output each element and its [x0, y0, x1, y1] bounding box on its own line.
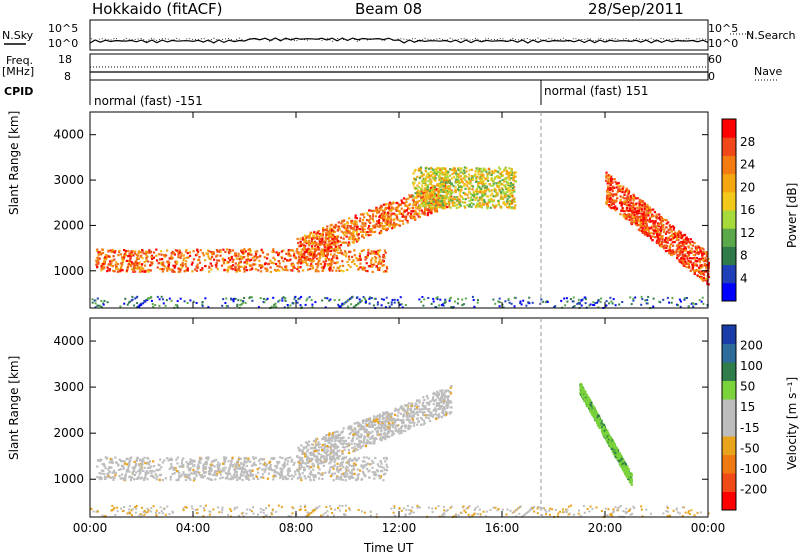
colorbar-cell-0-4: [722, 210, 736, 229]
colorbar-cell-1-4: [722, 418, 736, 437]
colorbar-cell-1-0: [722, 492, 736, 511]
cb-tick-0-0: 4: [740, 271, 748, 285]
cb-tick-0-4: 20: [740, 180, 755, 194]
colorbar-cell-1-8: [722, 344, 736, 363]
cb-tick-0-6: 28: [740, 135, 755, 149]
colorbar-cell-0-5: [722, 192, 736, 211]
colorbar-cell-0-1: [722, 265, 736, 284]
ytick-label-1-0: 1000: [53, 472, 84, 486]
colorbar-cell-0-2: [722, 246, 736, 265]
cb-tick-1-7: -200: [740, 482, 767, 496]
ytick-label-0-1: 2000: [53, 218, 84, 232]
cb-tick-0-2: 12: [740, 226, 755, 240]
colorbar-cell-1-2: [722, 455, 736, 474]
cb-tick-1-3: 15: [740, 400, 755, 414]
cb-tick-1-0: 200: [740, 339, 763, 353]
cb-tick-0-5: 24: [740, 158, 755, 172]
xtick-label-4: 16:00: [485, 521, 520, 535]
cb-tick-0-1: 8: [740, 249, 748, 263]
xtick-label-6: 00:00: [691, 521, 726, 535]
colorbar-cell-0-0: [722, 283, 736, 302]
colorbar-cell-0-9: [722, 119, 736, 138]
cb-tick-1-6: -100: [740, 462, 767, 476]
colorbar-cell-1-6: [722, 381, 736, 400]
ytick-label-1-2: 3000: [53, 380, 84, 394]
ytick-label-0-0: 1000: [53, 264, 84, 278]
colorbar-cell-0-7: [722, 155, 736, 174]
ytick-label-0-2: 3000: [53, 173, 84, 187]
ytick-label-0-3: 4000: [53, 128, 84, 142]
colorbar-cell-1-3: [722, 436, 736, 455]
colorbar-cell-1-9: [722, 325, 736, 344]
colorbar-cell-0-3: [722, 228, 736, 247]
xtick-label-2: 08:00: [279, 521, 314, 535]
colorbar-cell-1-1: [722, 473, 736, 492]
panel-bg-1: [90, 318, 708, 517]
xtick-label-5: 20:00: [588, 521, 623, 535]
nsky-panel: [90, 20, 708, 50]
xtick-label-0: 00:00: [73, 521, 108, 535]
cb-tick-1-5: -50: [740, 441, 760, 455]
ytick-label-1-3: 4000: [53, 334, 84, 348]
colorbar-cell-1-5: [722, 399, 736, 418]
colorbar-cell-1-7: [722, 362, 736, 381]
colorbar-cell-0-6: [722, 174, 736, 193]
xtick-label-3: 12:00: [382, 521, 417, 535]
cb-tick-1-4: -15: [740, 421, 760, 435]
ytick-label-1-1: 2000: [53, 426, 84, 440]
cb-tick-1-1: 100: [740, 359, 763, 373]
xtick-label-1: 04:00: [176, 521, 211, 535]
colorbar-cell-0-8: [722, 137, 736, 156]
cb-tick-1-2: 50: [740, 380, 755, 394]
cb-tick-0-3: 16: [740, 203, 755, 217]
